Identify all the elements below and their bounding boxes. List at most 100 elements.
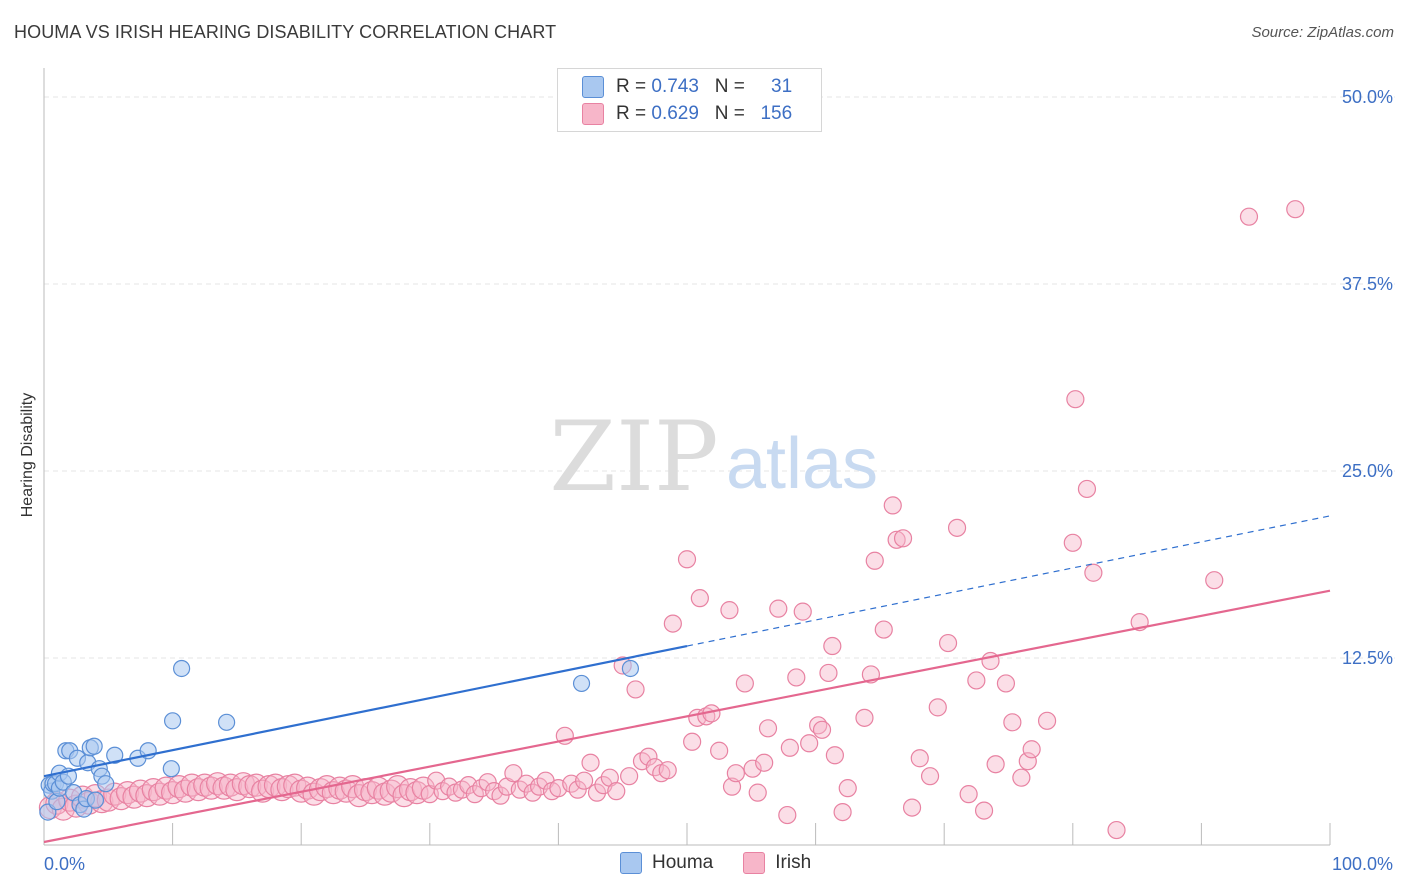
y-tick-label: 25.0%	[1342, 461, 1393, 481]
series-legend: Houma Irish	[620, 852, 841, 874]
irish-point	[1286, 200, 1305, 219]
legend-item-irish: Irish	[743, 852, 811, 874]
irish-point	[996, 674, 1016, 693]
irish-point	[167, 775, 191, 799]
irish-point	[658, 761, 677, 780]
irish-point	[910, 749, 929, 768]
trend-lines	[43, 515, 1331, 844]
houma-points	[39, 659, 640, 821]
irish-point	[865, 551, 884, 570]
irish-point	[581, 753, 600, 772]
irish-point	[206, 772, 230, 796]
irish-trend-line	[43, 589, 1331, 844]
irish-point	[639, 747, 658, 766]
irish-point	[787, 668, 806, 687]
houma-legend-swatch	[620, 852, 642, 874]
legend-n-label: N =	[714, 76, 751, 97]
x-tick-label: 0.0%	[44, 854, 85, 874]
houma-point	[85, 737, 103, 755]
irish-point	[212, 776, 236, 800]
irish-point	[1066, 390, 1085, 409]
houma-point	[572, 674, 591, 693]
irish-point	[743, 759, 762, 778]
irish-point	[218, 773, 243, 797]
y-tick-label: 37.5%	[1342, 274, 1393, 294]
irish-point	[491, 786, 510, 805]
houma-point	[173, 659, 191, 678]
irish-point	[823, 636, 842, 656]
legend-item-houma: Houma	[620, 852, 713, 874]
watermark-atlas: atlas	[726, 424, 878, 504]
legend-r-value: 0.743	[651, 76, 699, 97]
irish-point	[360, 781, 384, 805]
source-label: Source: ZipAtlas.com	[1251, 24, 1394, 41]
houma-trend-line	[43, 644, 688, 778]
irish-point	[1239, 207, 1259, 226]
y-tick-label: 12.5%	[1342, 648, 1393, 668]
irish-point	[1018, 752, 1037, 771]
irish-point	[833, 802, 852, 822]
irish-point	[186, 778, 210, 802]
irish-point	[748, 783, 767, 802]
irish-point	[1205, 571, 1224, 590]
irish-point	[1063, 533, 1082, 552]
irish-point	[478, 773, 497, 792]
legend-n-label: N =	[714, 103, 751, 124]
irish-point	[1077, 479, 1097, 499]
irish-point	[938, 633, 958, 653]
irish-point	[141, 778, 165, 802]
irish-point	[838, 779, 857, 798]
irish-point	[967, 671, 986, 690]
irish-point	[1037, 711, 1057, 730]
irish-point	[251, 779, 275, 803]
houma-swatch	[582, 76, 604, 98]
irish-point	[690, 589, 709, 608]
houma-point	[162, 760, 180, 778]
irish-point	[1022, 740, 1041, 759]
houma-point	[621, 659, 640, 678]
irish-point	[902, 798, 922, 817]
irish-point	[710, 741, 729, 760]
irish-point	[568, 780, 587, 799]
legend-n-value: 31	[771, 76, 793, 97]
gridlines	[44, 96, 1395, 659]
irish-point	[800, 734, 819, 753]
chart-title: HOUMA VS IRISH HEARING DISABILITY CORREL…	[14, 22, 557, 42]
irish-point	[769, 599, 788, 618]
irish-point	[928, 698, 947, 717]
irish-point	[819, 663, 838, 683]
irish-point	[959, 785, 978, 804]
irish-point	[1003, 713, 1022, 732]
irish-point	[199, 776, 223, 800]
irish-legend-swatch	[743, 852, 766, 874]
legend-r-label: R =	[616, 103, 652, 124]
irish-point	[154, 776, 178, 800]
houma-point	[164, 712, 182, 730]
irish-points	[38, 200, 1305, 840]
irish-point	[947, 518, 967, 537]
irish-point	[793, 602, 812, 621]
irish-point	[620, 767, 639, 786]
y-tick-label: 50.0%	[1342, 87, 1393, 107]
houma-point	[86, 791, 105, 809]
irish-point	[1084, 563, 1103, 582]
houma-point	[97, 775, 115, 793]
irish-point	[379, 779, 403, 803]
irish-point	[334, 779, 358, 803]
irish-point	[683, 732, 702, 751]
irish-point	[735, 674, 754, 693]
irish-point	[193, 773, 217, 797]
irish-point	[726, 764, 745, 783]
houma-legend-label: Houma	[652, 852, 714, 873]
irish-point	[587, 783, 607, 802]
irish-point	[986, 755, 1005, 774]
axes	[43, 68, 1331, 846]
irish-point	[874, 620, 893, 639]
tick-labels: 12.5% 25.0% 37.5% 50.0% 0.0% 100.0%	[44, 87, 1393, 874]
irish-point	[812, 720, 832, 739]
irish-point	[778, 805, 797, 825]
irish-point	[373, 782, 397, 806]
irish-point	[755, 753, 774, 772]
irish-point	[893, 529, 913, 548]
